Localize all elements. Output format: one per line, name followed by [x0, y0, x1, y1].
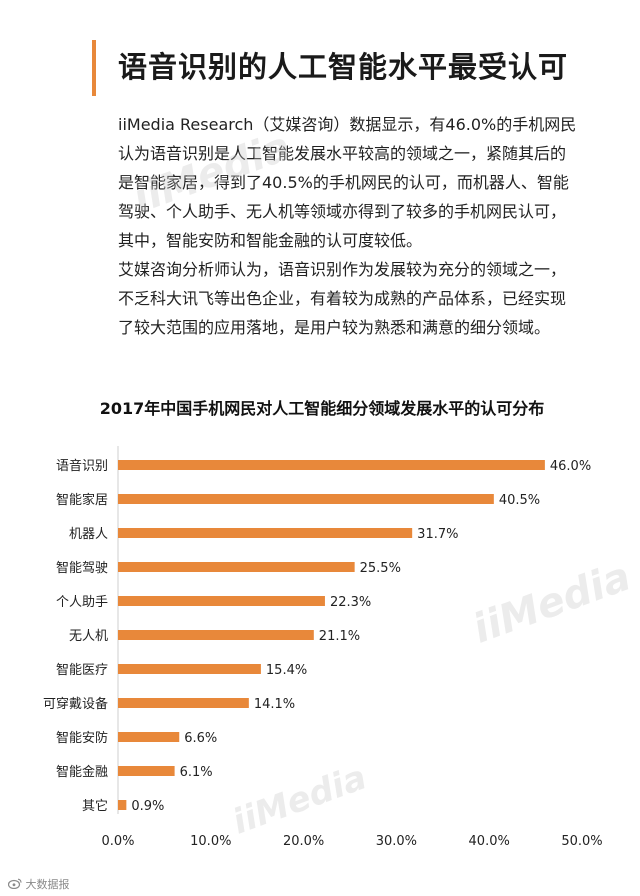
- x-tick-label: 0.0%: [101, 834, 134, 849]
- chart-title: 2017年中国手机网民对人工智能细分领域发展水平的认可分布: [100, 399, 545, 418]
- value-label: 40.5%: [499, 493, 540, 508]
- x-tick-label: 30.0%: [376, 834, 417, 849]
- paragraph-line: 认为语音识别是人工智能发展水平较高的领域之一，紧随其后的: [118, 144, 567, 163]
- x-tick-label: 50.0%: [561, 834, 602, 849]
- value-label: 15.4%: [266, 663, 307, 678]
- bar-chart: 2017年中国手机网民对人工智能细分领域发展水平的认可分布 语音识别 46.0% 智…: [43, 399, 603, 849]
- bar: [118, 528, 413, 538]
- bar: [118, 698, 249, 708]
- bar: [118, 664, 261, 674]
- category-label: 智能金融: [56, 764, 108, 780]
- category-label: 个人助手: [56, 595, 108, 610]
- paragraph-line: 艾媒咨询分析师认为，语音识别作为发展较为充分的领域之一，: [118, 260, 567, 279]
- article-paragraph: iiMedia Research（艾媒咨询）数据显示，有46.0%的手机网民 认…: [118, 110, 608, 342]
- bar: [118, 800, 127, 810]
- paragraph-line: 不乏科大讯飞等出色企业，有着较为成熟的产品体系，已经实现: [118, 289, 567, 308]
- heading-accent-bar: [92, 40, 96, 96]
- value-label: 46.0%: [550, 459, 591, 474]
- paragraph-line: 了较大范围的应用落地，是用户较为熟悉和满意的细分领域。: [118, 318, 551, 337]
- weibo-icon: [7, 878, 22, 890]
- value-label: 25.5%: [360, 561, 401, 576]
- value-label: 0.9%: [131, 799, 164, 814]
- category-label: 智能驾驶: [56, 561, 108, 576]
- paragraph-line: 是智能家居，得到了40.5%的手机网民的认可，而机器人、智能: [118, 173, 569, 192]
- footer-brand-label: 大数据报: [25, 878, 70, 891]
- footer-brand: 大数据报: [7, 876, 70, 892]
- bar: [118, 596, 325, 606]
- x-tick-label: 20.0%: [283, 834, 324, 849]
- bar: [118, 562, 355, 572]
- x-tick-label: 10.0%: [190, 834, 231, 849]
- category-label: 语音识别: [56, 458, 108, 474]
- category-label: 机器人: [69, 527, 108, 542]
- paragraph-line: 驾驶、个人助手、无人机等领域亦得到了较多的手机网民认可，: [118, 202, 567, 221]
- value-label: 31.7%: [417, 527, 458, 542]
- category-label: 可穿戴设备: [43, 696, 108, 712]
- value-label: 6.6%: [184, 731, 217, 746]
- x-tick-label: 40.0%: [469, 834, 510, 849]
- value-label: 14.1%: [254, 697, 295, 712]
- category-label: 智能安防: [56, 730, 108, 746]
- x-axis-ticks: 0.0% 10.0% 20.0% 30.0% 40.0% 50.0%: [101, 834, 602, 849]
- category-label: 智能医疗: [56, 663, 108, 678]
- bar: [118, 630, 314, 640]
- bar: [118, 460, 545, 470]
- bar: [118, 494, 494, 504]
- value-label: 6.1%: [180, 765, 213, 780]
- paragraph-line: iiMedia Research（艾媒咨询）数据显示，有46.0%的手机网民: [118, 115, 577, 134]
- bars-group: 语音识别 46.0% 智能家居 40.5% 机器人 31.7% 智能驾驶 25.5% 个人助手 2…: [43, 458, 591, 814]
- value-label: 22.3%: [330, 595, 371, 610]
- bar: [118, 766, 175, 776]
- page-title: 语音识别的人工智能水平最受认可: [118, 50, 569, 84]
- category-label: 智能家居: [56, 492, 108, 508]
- category-label: 无人机: [69, 629, 108, 644]
- value-label: 21.1%: [319, 629, 360, 644]
- bar: [118, 732, 180, 742]
- paragraph-line: 其中，智能安防和智能金融的认可度较低。: [118, 231, 423, 250]
- category-label: 其它: [82, 798, 108, 814]
